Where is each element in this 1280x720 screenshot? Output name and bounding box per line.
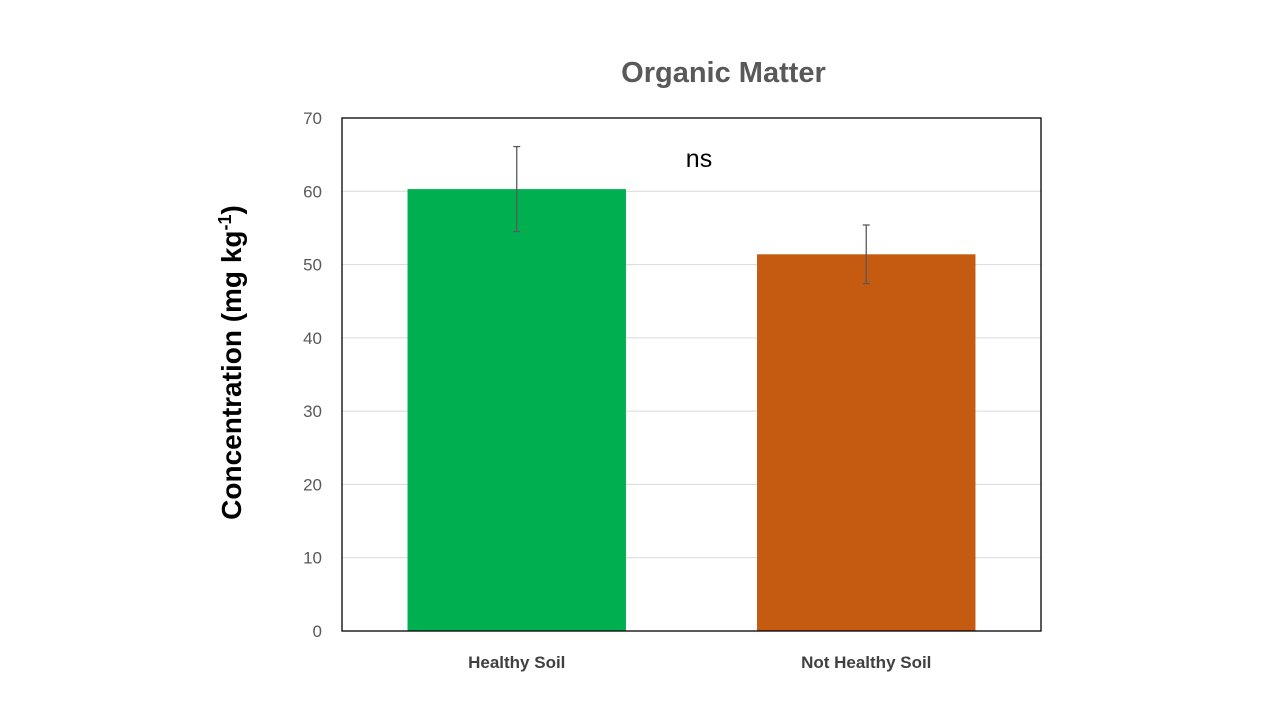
x-tick-label: Not Healthy Soil <box>801 653 931 672</box>
x-axis-ticks: Healthy Soil Not Healthy Soil <box>468 653 931 672</box>
y-axis-label: Concentration (mg kg-1) <box>215 205 247 520</box>
y-tick-label: 40 <box>303 329 322 348</box>
y-axis-label-main: Concentration (mg kg <box>216 231 247 520</box>
bar-healthy-soil <box>407 189 626 631</box>
y-axis-label-suffix: ) <box>216 205 247 214</box>
y-tick-label: 70 <box>303 109 322 128</box>
y-axis-label-superscript: -1 <box>215 214 235 230</box>
significance-annotation: ns <box>686 145 712 173</box>
y-tick-label: 60 <box>303 182 322 201</box>
x-tick-label: Healthy Soil <box>468 653 565 672</box>
y-tick-label: 0 <box>313 622 322 641</box>
y-tick-label: 50 <box>303 256 322 275</box>
chart-title: Organic Matter <box>621 57 826 89</box>
plot-area-border <box>341 117 1042 632</box>
y-tick-label: 30 <box>303 402 322 421</box>
y-axis-ticks: 0 10 20 30 40 50 60 70 <box>303 109 322 641</box>
y-tick-label: 20 <box>303 475 322 494</box>
bars <box>407 189 976 631</box>
error-bars <box>513 145 870 285</box>
bar-not-healthy-soil <box>757 254 976 631</box>
y-tick-label: 10 <box>303 549 322 568</box>
